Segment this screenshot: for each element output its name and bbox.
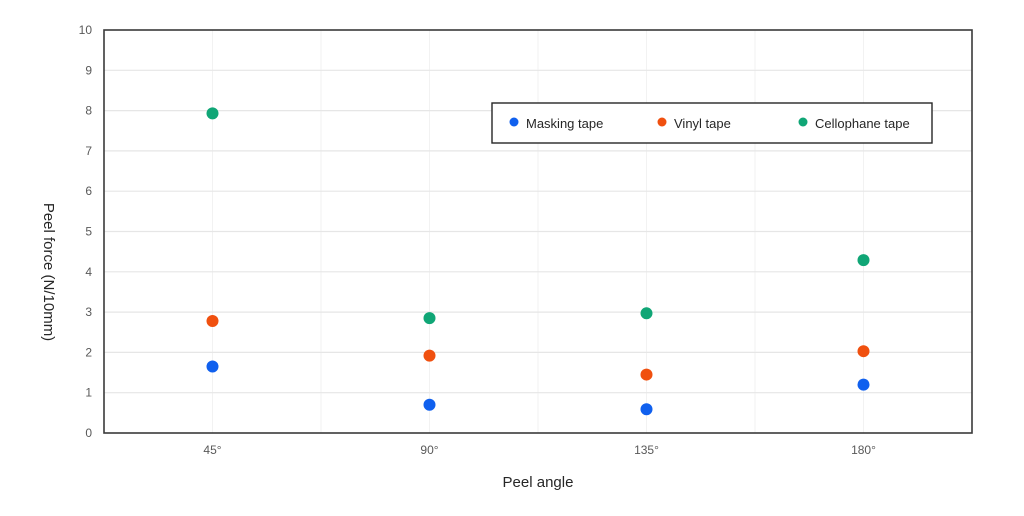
data-point-marker [206, 314, 219, 327]
y-tick-label: 8 [85, 104, 92, 118]
data-point-marker [206, 107, 219, 120]
gridlines [104, 30, 972, 433]
data-point-marker [423, 349, 436, 362]
y-tick-label: 2 [85, 345, 92, 359]
legend-marker-icon [798, 117, 808, 127]
y-axis-ticks: 0 1 2 3 4 5 6 7 8 9 10 [79, 23, 93, 440]
x-tick-label: 135° [634, 443, 659, 457]
data-point-marker [206, 360, 219, 373]
data-points [206, 107, 870, 416]
plot-border [103, 29, 973, 434]
data-point-marker [423, 312, 436, 325]
x-tick-label: 90° [420, 443, 438, 457]
x-axis-ticks: 45° 90° 135° 180° [203, 443, 876, 457]
legend-label: Cellophane tape [815, 116, 910, 131]
y-tick-label: 9 [85, 63, 92, 77]
legend-label: Masking tape [526, 116, 603, 131]
legend-marker-icon [657, 117, 667, 127]
y-tick-label: 10 [79, 23, 93, 37]
series-vinyl-tape [206, 314, 870, 381]
series-cellophane-tape [206, 107, 870, 325]
data-point-marker [640, 368, 653, 381]
data-point-marker [857, 345, 870, 358]
data-point-marker [640, 307, 653, 320]
legend-marker-icon [509, 117, 519, 127]
legend-item: Cellophane tape [798, 116, 910, 131]
y-tick-label: 5 [85, 225, 92, 239]
y-tick-label: 0 [85, 426, 92, 440]
legend-label: Vinyl tape [674, 116, 731, 131]
legend-item: Vinyl tape [657, 116, 731, 131]
y-tick-label: 4 [85, 265, 92, 279]
y-tick-label: 3 [85, 305, 92, 319]
y-axis-title: Peel force (N/10mm) [40, 203, 57, 341]
series-masking-tape [206, 360, 870, 416]
y-tick-label: 1 [85, 386, 92, 400]
y-tick-label: 7 [85, 144, 92, 158]
legend-box [491, 102, 933, 144]
x-tick-label: 180° [851, 443, 876, 457]
data-point-marker [857, 254, 870, 267]
legend: Masking tape Vinyl tape Cellophane tape [491, 102, 933, 144]
plot-frame [103, 29, 973, 434]
data-point-marker [640, 403, 653, 416]
x-axis-title: Peel angle [503, 474, 574, 491]
data-point-marker [857, 378, 870, 391]
x-tick-label: 45° [203, 443, 221, 457]
y-tick-label: 6 [85, 184, 92, 198]
data-point-marker [423, 398, 436, 411]
legend-item: Masking tape [509, 116, 603, 131]
